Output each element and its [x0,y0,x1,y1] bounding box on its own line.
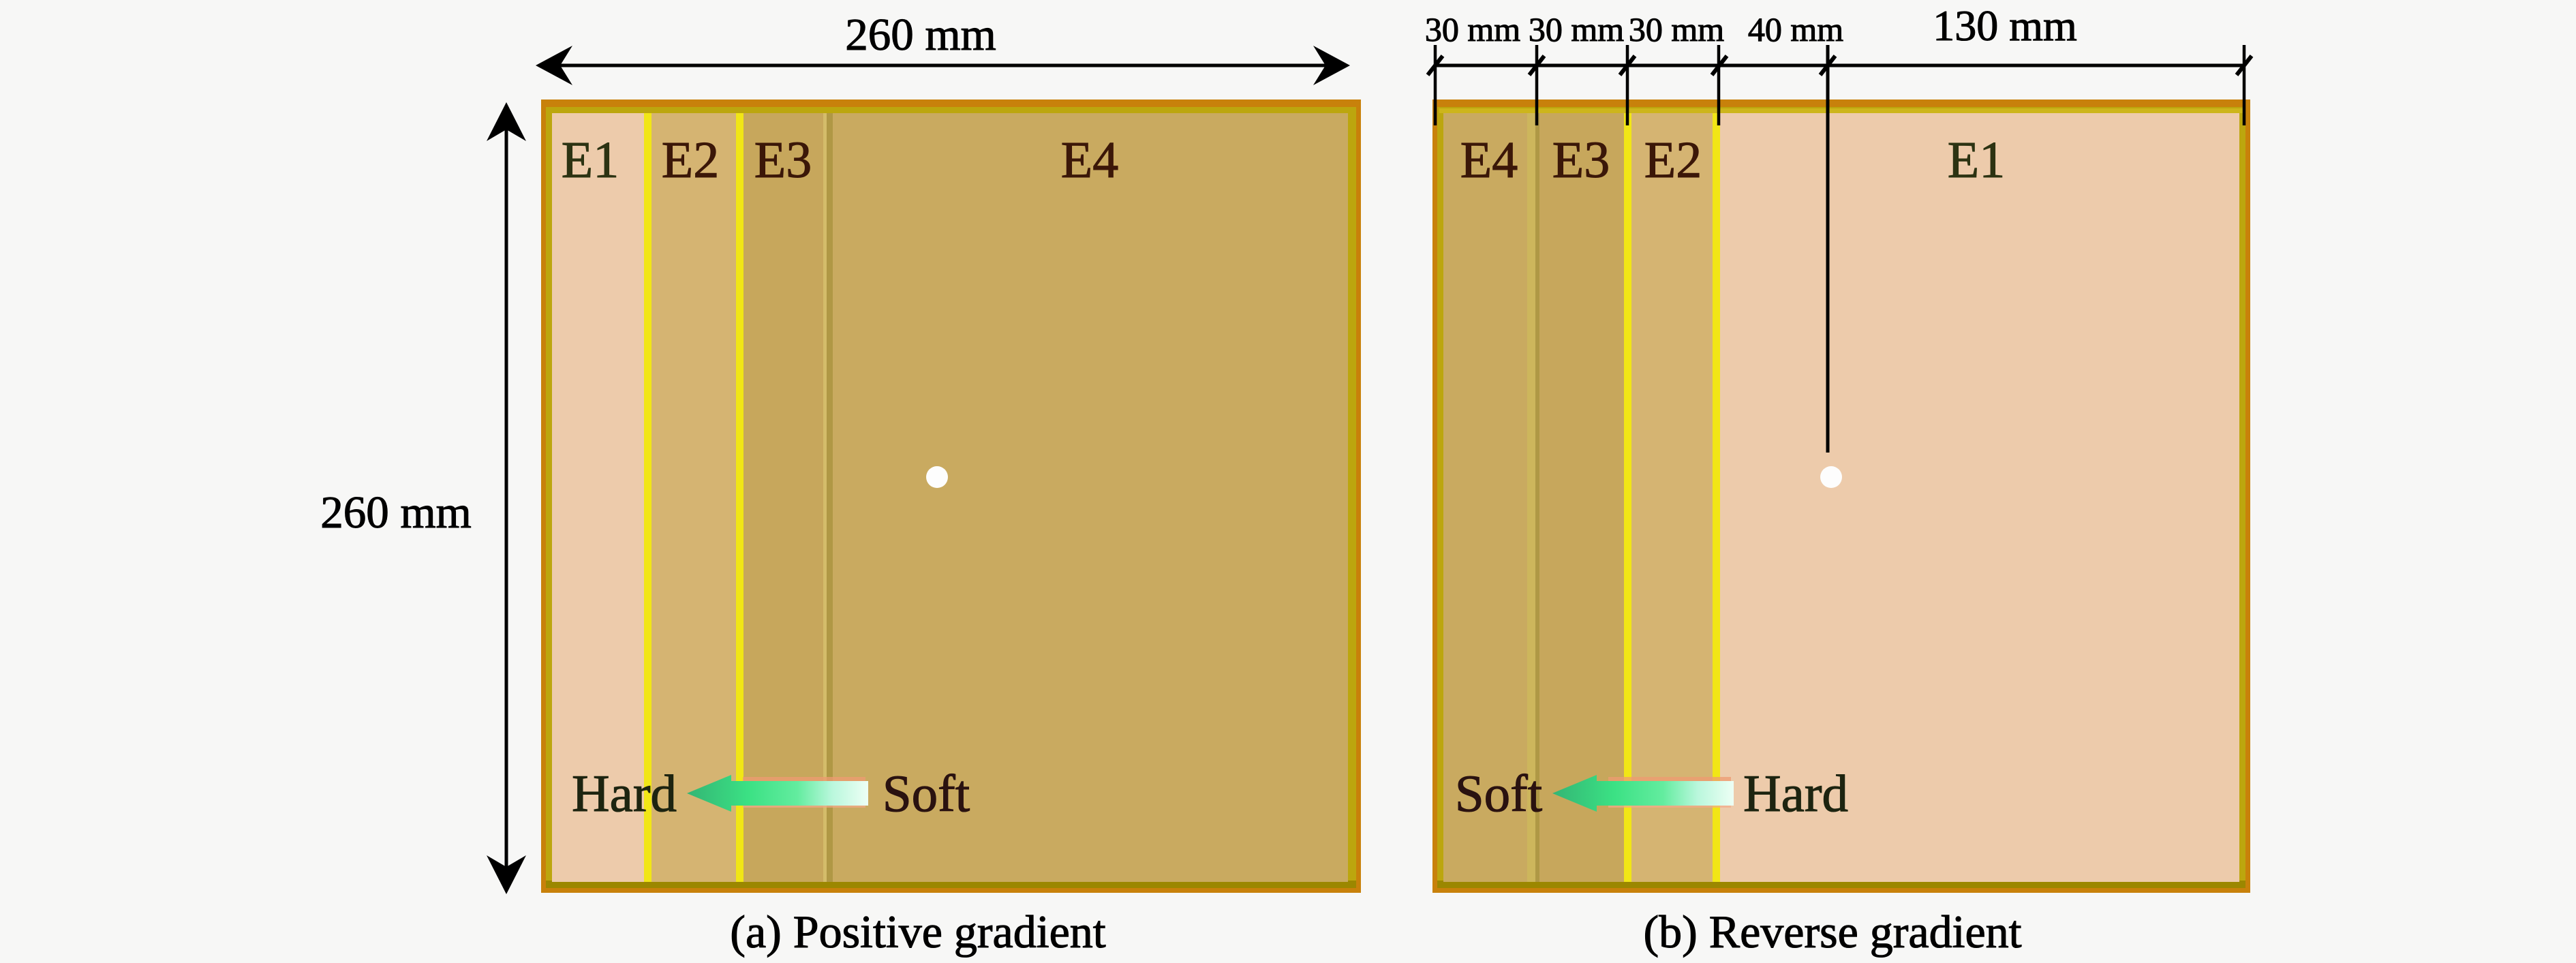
svg-text:Hard: Hard [1743,764,1848,823]
svg-text:E3: E3 [1552,132,1610,189]
svg-text:40 mm: 40 mm [1748,10,1843,48]
svg-text:260 mm: 260 mm [845,10,996,60]
svg-text:130 mm: 130 mm [1933,1,2077,50]
svg-text:(b) Reverse gradient: (b) Reverse gradient [1643,906,2021,958]
svg-text:E4: E4 [1061,132,1118,189]
svg-text:E1: E1 [562,132,619,189]
svg-text:30 mm: 30 mm [1629,10,1724,48]
svg-text:Soft: Soft [883,764,970,823]
svg-text:260 mm: 260 mm [320,487,471,538]
svg-text:Hard: Hard [572,764,677,823]
svg-text:30 mm: 30 mm [1425,10,1520,48]
svg-text:E4: E4 [1460,132,1518,189]
svg-text:30 mm: 30 mm [1529,10,1624,48]
svg-text:Soft: Soft [1455,764,1542,823]
svg-text:E2: E2 [662,132,719,189]
svg-text:E1: E1 [1948,132,2005,189]
svg-text:E2: E2 [1644,132,1702,189]
svg-text:E3: E3 [754,132,812,189]
svg-text:(a) Positive gradient: (a) Positive gradient [730,906,1106,958]
